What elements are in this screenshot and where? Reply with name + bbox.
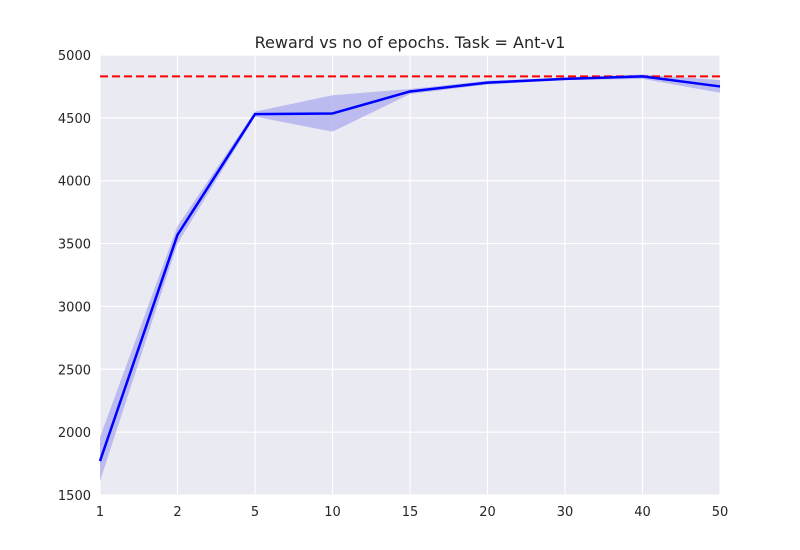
grid-lines	[99, 54, 721, 496]
x-tick-label: 15	[402, 505, 419, 520]
x-tick-label: 30	[557, 505, 574, 520]
y-tick-label: 5000	[58, 49, 91, 64]
y-tick-label: 4500	[58, 112, 91, 127]
x-tick-labels: 1 2 5 10 15 20 30 40 50	[96, 505, 728, 520]
y-tick-label: 1500	[58, 489, 91, 504]
y-tick-label: 3000	[58, 300, 91, 315]
y-tick-label: 4000	[58, 175, 91, 190]
y-tick-labels: 1500 2000 2500 3000 3500 4000 4500 5000	[58, 49, 91, 504]
x-tick-label: 5	[251, 505, 259, 520]
x-tick-label: 1	[96, 505, 104, 520]
x-tick-label: 20	[479, 505, 496, 520]
y-tick-label: 2000	[58, 426, 91, 441]
y-tick-label: 2500	[58, 363, 91, 378]
x-tick-label: 10	[324, 505, 341, 520]
x-tick-label: 40	[634, 505, 651, 520]
x-tick-label: 50	[712, 505, 729, 520]
y-tick-label: 3500	[58, 238, 91, 253]
reward-line	[98, 75, 721, 462]
chart-title: Reward vs no of epochs. Task = Ant-v1	[255, 33, 566, 52]
x-tick-label: 2	[173, 505, 181, 520]
